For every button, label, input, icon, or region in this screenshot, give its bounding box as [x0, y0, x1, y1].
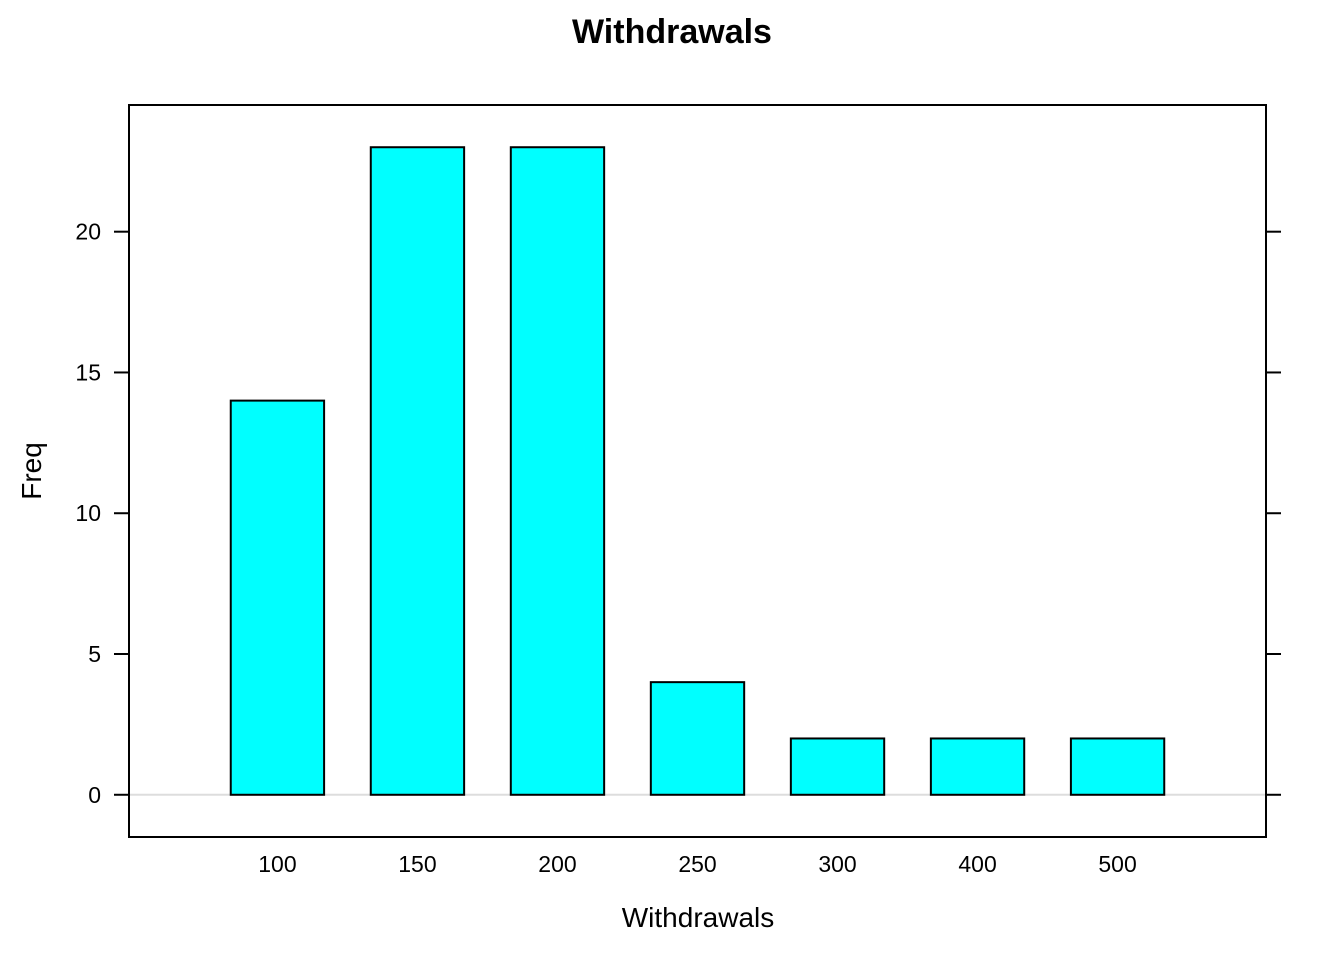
bar-300 [789, 737, 886, 796]
y-axis-label: Freq [16, 442, 47, 500]
bar-400 [929, 737, 1026, 796]
x-tick-label: 100 [258, 851, 296, 877]
x-axis-label: Withdrawals [622, 902, 774, 933]
y-tick-label: 15 [75, 359, 101, 385]
chart-title: Withdrawals [572, 13, 772, 51]
plot-frame [128, 104, 1267, 838]
bars-group [229, 146, 1166, 796]
y-tick-label: 5 [88, 641, 101, 667]
bar-200 [509, 146, 606, 796]
x-tick-label: 300 [818, 851, 856, 877]
y-tick-label: 10 [75, 500, 101, 526]
bar-500 [1069, 737, 1166, 796]
bar-250 [649, 681, 746, 796]
x-tick-label: 150 [398, 851, 436, 877]
y-axis: 0 5 10 15 20 [75, 219, 1281, 808]
y-tick-label: 0 [88, 782, 101, 808]
x-tick-label: 200 [538, 851, 576, 877]
x-tick-label: 500 [1098, 851, 1136, 877]
x-axis: 100 150 200 250 300 400 500 [258, 851, 1137, 877]
bar-150 [369, 146, 466, 796]
x-tick-label: 400 [958, 851, 996, 877]
bar-100 [229, 399, 326, 796]
x-tick-label: 250 [678, 851, 716, 877]
y-tick-label: 20 [75, 219, 101, 245]
